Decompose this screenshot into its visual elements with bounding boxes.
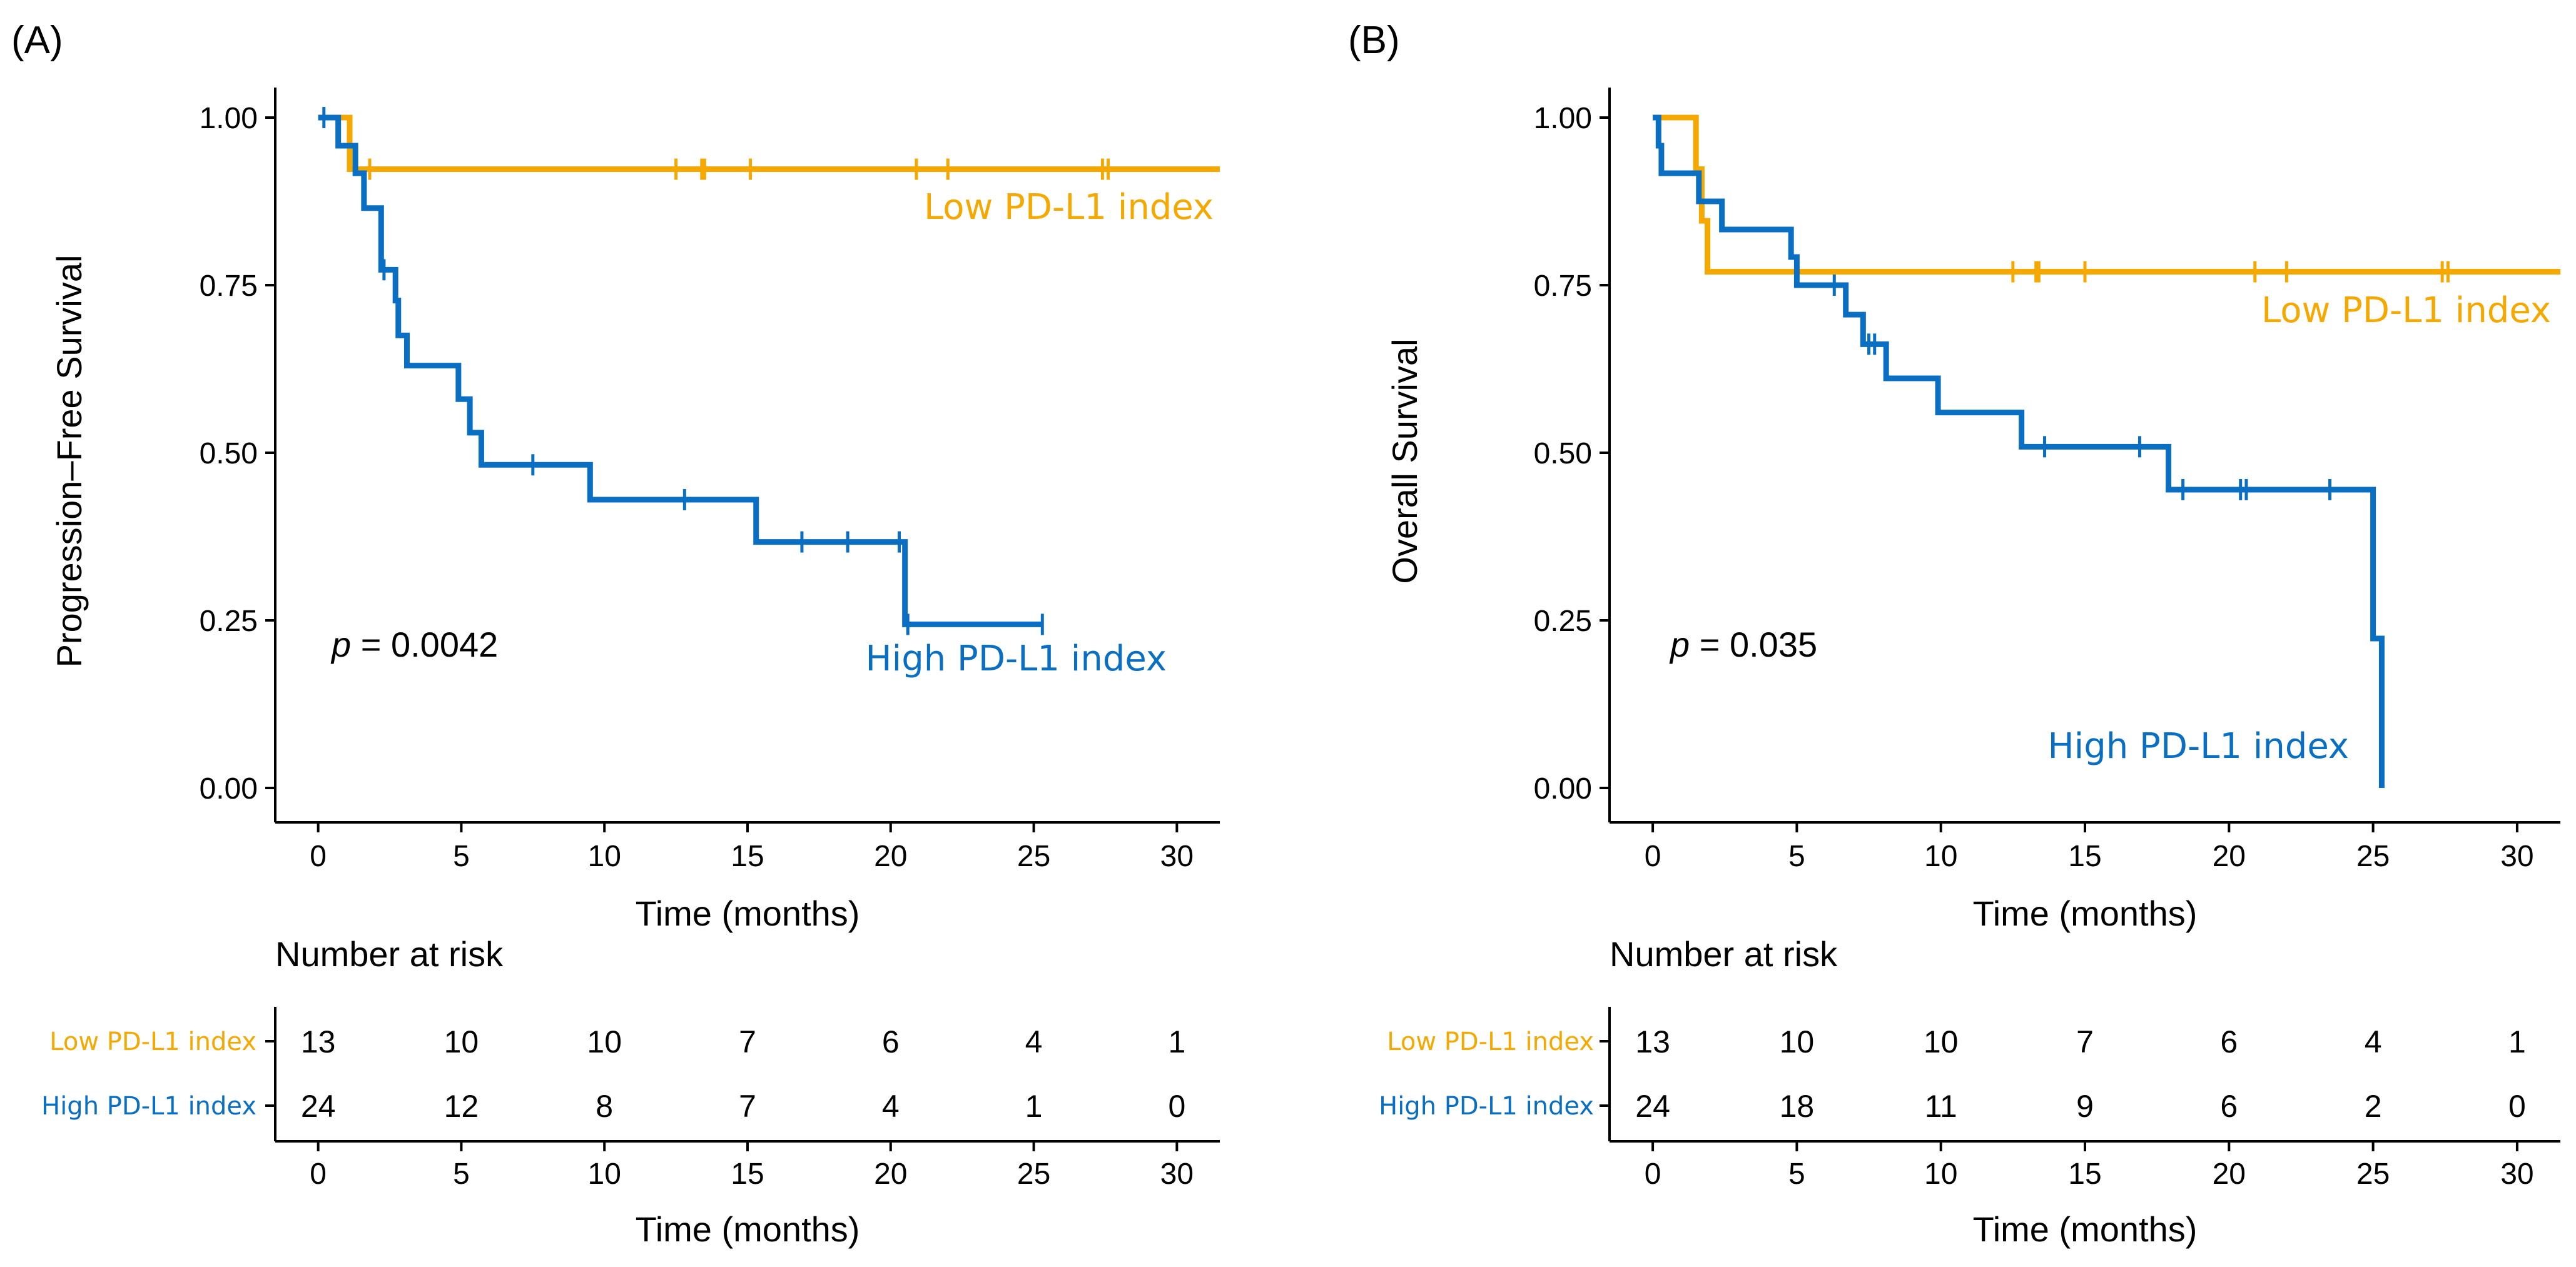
y-tick-label: 0.00 — [1534, 772, 1592, 805]
risk-count: 0 — [1168, 1089, 1185, 1124]
y-tick-label: 0.00 — [200, 772, 258, 805]
km-curve-low — [318, 114, 1220, 173]
risk-x-tick-label: 15 — [731, 1158, 764, 1191]
risk-count: 13 — [1635, 1024, 1670, 1059]
y-tick-label: 0.50 — [200, 437, 258, 470]
risk-count: 24 — [1635, 1089, 1670, 1124]
risk-x-tick-label: 0 — [310, 1158, 327, 1191]
x-tick-label: 10 — [1924, 840, 1957, 873]
panel-b: (B)0.000.250.500.751.000 5 10 15 20 25 30Time … — [1348, 19, 2560, 1249]
km-curve-high — [1653, 114, 2385, 788]
y-tick-label: 0.25 — [200, 605, 258, 638]
risk-row-label: High PD-L1 index — [1379, 1092, 1594, 1121]
risk-count: 9 — [2076, 1089, 2094, 1124]
risk-x-tick-label: 10 — [588, 1158, 621, 1191]
p-symbol: p — [330, 625, 351, 664]
risk-count: 8 — [596, 1089, 613, 1124]
risk-table-title: Number at risk — [275, 934, 504, 974]
risk-count: 10 — [1924, 1024, 1959, 1059]
panel-a: (A)0.000.250.500.751.000 5 10 15 20 25 30Time … — [11, 19, 1220, 1249]
x-tick-label: 20 — [874, 840, 907, 873]
risk-row-label: High PD-L1 index — [41, 1092, 256, 1121]
x-tick-label: 30 — [1160, 840, 1194, 873]
panel-label: (B) — [1348, 19, 1400, 62]
risk-x-tick-label: 25 — [1017, 1158, 1050, 1191]
risk-count: 18 — [1780, 1089, 1815, 1124]
p-value-annotation: p = 0.035 — [1669, 625, 1817, 664]
risk-count: 2 — [2365, 1089, 2382, 1124]
risk-x-axis-title: Time (months) — [636, 1209, 860, 1249]
risk-x-tick-label: 30 — [1160, 1158, 1194, 1191]
km-curve-low — [1653, 114, 2560, 275]
y-tick-label: 0.25 — [1534, 605, 1592, 638]
risk-x-tick-label: 20 — [874, 1158, 907, 1191]
p-value: = 0.0042 — [351, 625, 498, 664]
curve-label-high: High PD-L1 index — [866, 639, 1167, 679]
p-value: = 0.035 — [1690, 625, 1817, 664]
y-tick-label: 1.00 — [200, 102, 258, 135]
y-tick-label: 1.00 — [1534, 102, 1592, 135]
risk-count: 1 — [2508, 1024, 2526, 1059]
risk-x-tick-label: 25 — [2356, 1158, 2390, 1191]
risk-x-tick-label: 0 — [1645, 1158, 1661, 1191]
panel-label: (A) — [11, 19, 63, 62]
x-tick-label: 15 — [731, 840, 764, 873]
risk-count: 6 — [2220, 1024, 2238, 1059]
risk-table-title: Number at risk — [1610, 934, 1838, 974]
risk-count: 1 — [1025, 1089, 1043, 1124]
risk-count: 10 — [587, 1024, 622, 1059]
km-curve-high — [318, 114, 1043, 627]
y-tick-label: 0.50 — [1534, 437, 1592, 470]
x-tick-label: 10 — [588, 840, 621, 873]
x-tick-label: 25 — [2356, 840, 2390, 873]
risk-x-tick-label: 20 — [2213, 1158, 2246, 1191]
risk-x-tick-label: 10 — [1924, 1158, 1957, 1191]
risk-count: 24 — [301, 1089, 336, 1124]
x-tick-label: 5 — [1788, 840, 1805, 873]
risk-x-tick-label: 5 — [1788, 1158, 1805, 1191]
risk-x-tick-label: 30 — [2500, 1158, 2533, 1191]
risk-count: 10 — [1780, 1024, 1815, 1059]
curve-label-low: Low PD-L1 index — [924, 187, 1214, 228]
risk-table: Number at risk Low PD-L1 index 13 10 10 7 6 4 1 H… — [1379, 934, 2560, 1249]
x-tick-label: 5 — [453, 840, 470, 873]
risk-row-label: Low PD-L1 index — [1387, 1027, 1594, 1056]
risk-count: 0 — [2508, 1089, 2526, 1124]
x-axis-title: Time (months) — [1973, 894, 2198, 933]
risk-count: 7 — [739, 1024, 756, 1059]
x-tick-label: 0 — [310, 840, 327, 873]
risk-count: 4 — [1025, 1024, 1043, 1059]
risk-count: 4 — [882, 1089, 900, 1124]
risk-count: 4 — [2365, 1024, 2382, 1059]
x-tick-label: 30 — [2500, 840, 2533, 873]
p-symbol: p — [1669, 625, 1690, 664]
risk-count: 7 — [2076, 1024, 2094, 1059]
risk-count: 10 — [444, 1024, 479, 1059]
y-tick-label: 0.75 — [200, 270, 258, 303]
risk-row-label: Low PD-L1 index — [49, 1027, 256, 1056]
risk-count: 11 — [1925, 1089, 1957, 1124]
risk-x-tick-label: 15 — [2068, 1158, 2101, 1191]
risk-x-tick-label: 5 — [453, 1158, 470, 1191]
curve-label-high: High PD-L1 index — [2048, 726, 2349, 767]
risk-count: 12 — [444, 1089, 479, 1124]
curve-label-low: Low PD-L1 index — [2261, 290, 2551, 331]
x-tick-label: 15 — [2068, 840, 2101, 873]
x-tick-label: 20 — [2213, 840, 2246, 873]
x-tick-label: 0 — [1645, 840, 1661, 873]
risk-count: 13 — [301, 1024, 336, 1059]
y-tick-label: 0.75 — [1534, 270, 1592, 303]
risk-count: 1 — [1168, 1024, 1185, 1059]
y-axis-title: Progression–Free Survival — [49, 255, 89, 668]
y-axis-title: Overall Survival — [1385, 338, 1424, 583]
risk-x-axis-title: Time (months) — [1973, 1209, 2198, 1249]
risk-count: 6 — [2220, 1089, 2238, 1124]
x-tick-label: 25 — [1017, 840, 1050, 873]
x-axis-title: Time (months) — [636, 894, 860, 933]
risk-count: 7 — [739, 1089, 756, 1124]
risk-count: 6 — [882, 1024, 900, 1059]
p-value-annotation: p = 0.0042 — [330, 625, 498, 664]
